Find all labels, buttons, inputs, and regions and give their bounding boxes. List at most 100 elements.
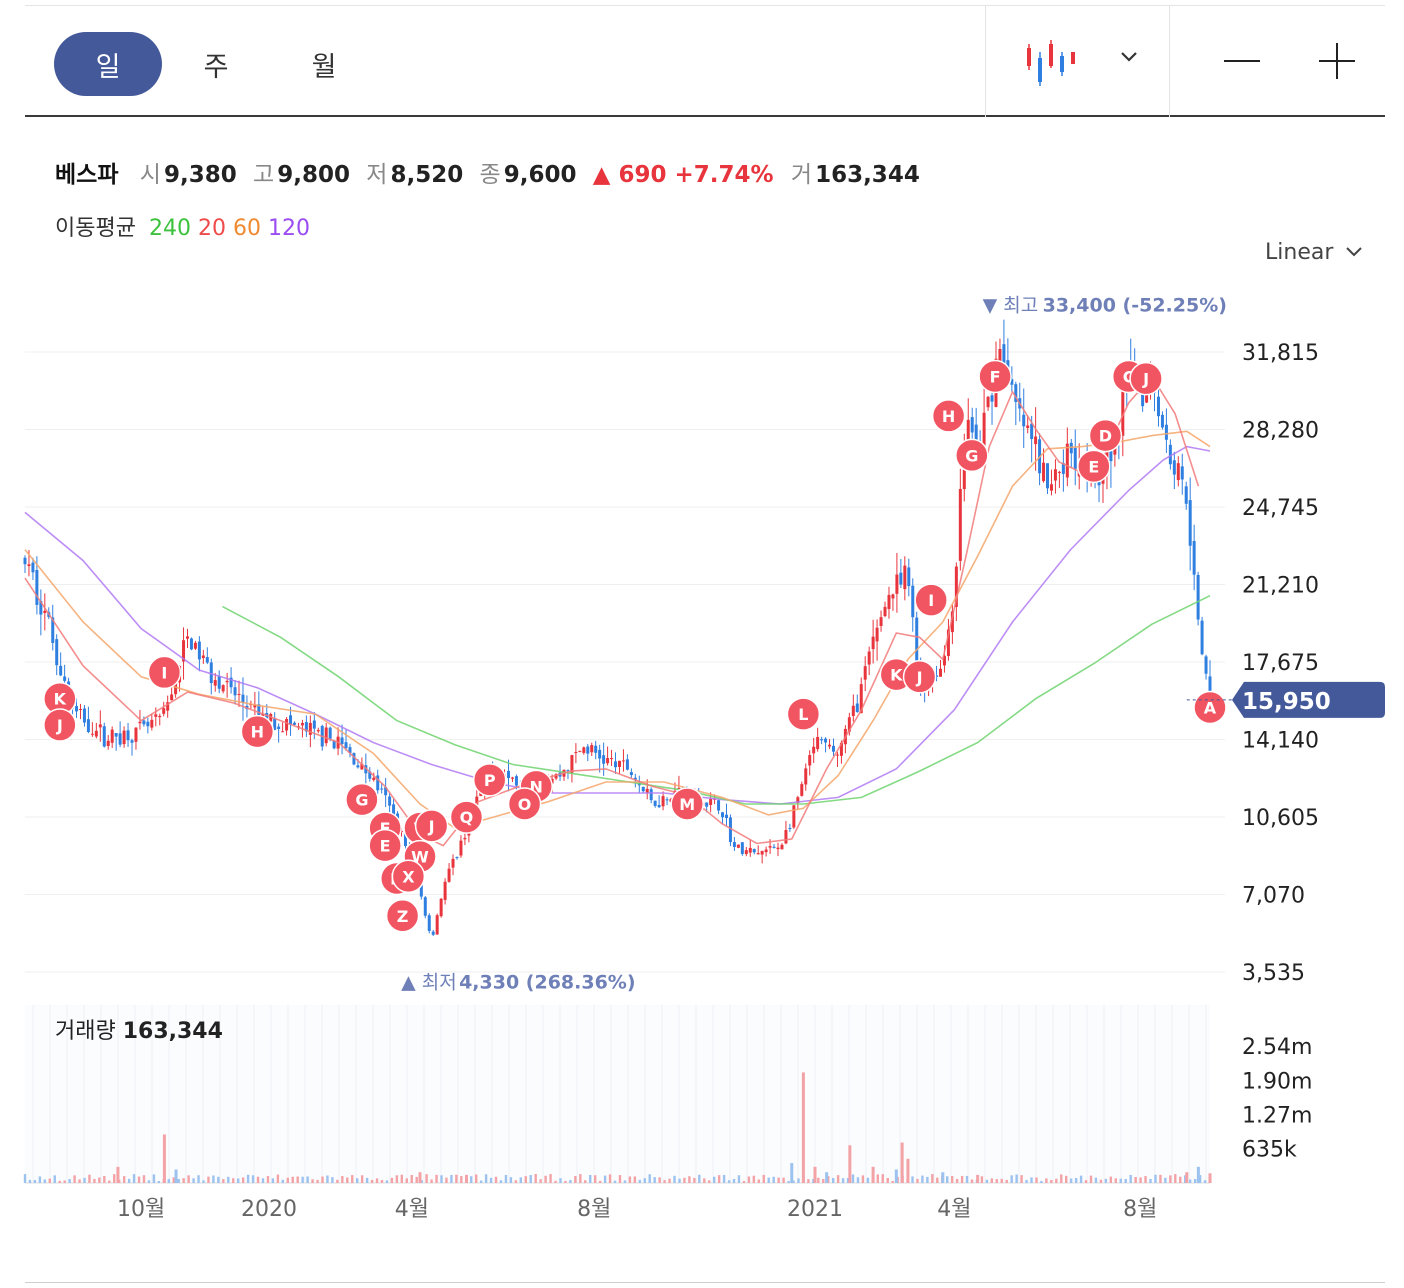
candle-body: [182, 640, 186, 662]
signal-marker-label: D: [1099, 427, 1112, 446]
ma-240-label[interactable]: 240: [148, 216, 191, 241]
volume-bar: [1119, 1178, 1122, 1183]
candle-body: [907, 567, 911, 587]
candle-body: [55, 639, 59, 666]
period-week-button[interactable]: 주: [162, 32, 270, 96]
volume-bar: [187, 1175, 190, 1183]
candle-body: [653, 800, 657, 806]
volume-bar: [418, 1172, 422, 1183]
x-tick-label: 8월: [577, 1197, 611, 1222]
period-day-button[interactable]: 일: [54, 32, 162, 96]
candle-body: [629, 772, 633, 776]
volume-bar: [827, 1176, 830, 1183]
volume-bar: [524, 1176, 527, 1183]
candle-body: [736, 844, 740, 848]
volume-bar: [370, 1179, 374, 1183]
candle-body: [859, 684, 863, 714]
volume-bar: [227, 1176, 230, 1183]
volume-bar: [415, 1176, 418, 1183]
volume-bar: [261, 1178, 265, 1183]
volume-bar: [737, 1175, 741, 1183]
candle-body: [661, 796, 665, 807]
volume-bar: [336, 1179, 339, 1183]
volume-bar: [237, 1178, 240, 1183]
candle-body: [891, 594, 895, 599]
candle-body: [835, 754, 839, 756]
volume-bar: [693, 1177, 696, 1183]
candle-body: [958, 489, 962, 561]
signal-marker-label: Q: [460, 808, 474, 827]
candle-body: [871, 636, 875, 650]
candle-body: [792, 805, 796, 828]
y-tick-label: 10,605: [1242, 806, 1319, 831]
candle-body: [1180, 466, 1184, 480]
candle-body: [23, 557, 27, 565]
candle-body: [372, 777, 376, 780]
volume-bar: [311, 1179, 314, 1183]
candle-body: [804, 768, 808, 785]
chart-type-chevron-down-icon[interactable]: [1115, 44, 1143, 70]
volume-bar: [762, 1174, 765, 1183]
candle-body: [610, 758, 614, 760]
y-tick-label: 21,210: [1242, 574, 1319, 599]
signal-marker: [507, 787, 542, 821]
period-month-button[interactable]: 월: [270, 32, 378, 96]
signal-marker-label: J: [1142, 370, 1149, 389]
candle-body: [1034, 436, 1038, 445]
volume-bar: [881, 1174, 884, 1183]
ma-20-label[interactable]: 20: [197, 216, 226, 241]
volume-bar: [331, 1177, 334, 1183]
volume-bar: [941, 1172, 945, 1183]
candle-body: [126, 730, 130, 741]
volume-bar: [479, 1180, 483, 1183]
ma-120-label[interactable]: 120: [267, 216, 310, 241]
volume-bar: [217, 1176, 220, 1183]
volume-bar: [38, 1176, 42, 1183]
candle-body: [110, 729, 114, 743]
zoom-out-icon[interactable]: [1220, 36, 1264, 86]
volume-bar: [316, 1179, 319, 1183]
volume-panel: [25, 1005, 1210, 1183]
candle-body: [974, 424, 978, 448]
volume-bar: [430, 1179, 433, 1183]
signal-marker: [391, 859, 426, 894]
candle-body: [1026, 425, 1030, 428]
candle-body: [812, 746, 816, 754]
candle-body: [744, 850, 748, 855]
volume-bar: [831, 1177, 835, 1183]
candlestick-type-icon[interactable]: [1025, 38, 1077, 86]
volume-bar: [113, 1174, 116, 1183]
candle-body: [574, 752, 578, 754]
volume-bar: [1174, 1174, 1177, 1183]
volume-bar: [296, 1176, 299, 1183]
candle-body: [820, 739, 824, 741]
volume-bar: [460, 1176, 463, 1183]
signal-marker: [670, 787, 704, 821]
volume-bar: [584, 1180, 587, 1183]
zoom-in-icon[interactable]: [1315, 36, 1359, 86]
volume-tick-label: 1.27m: [1242, 1103, 1312, 1128]
min-price-label: ▲ 최저: [401, 972, 457, 994]
candle-body: [665, 799, 669, 801]
volume-bar: [197, 1175, 200, 1183]
volume-bar: [43, 1179, 47, 1183]
signal-marker-label: J: [428, 817, 435, 836]
volume-bar: [822, 1179, 825, 1183]
candle-body: [427, 915, 431, 931]
volume-bar: [301, 1176, 304, 1183]
volume-bar: [147, 1180, 151, 1183]
volume-bar: [1188, 1179, 1192, 1183]
signal-marker: [902, 660, 937, 694]
candle-body: [332, 740, 336, 749]
candle-body: [86, 719, 90, 733]
candle-body: [1101, 478, 1105, 484]
candle-body: [998, 349, 1002, 363]
signal-marker-label: F: [990, 367, 1001, 386]
candle-body: [59, 665, 63, 676]
candle-body: [118, 733, 122, 745]
scale-mode-dropdown[interactable]: Linear: [1265, 240, 1364, 265]
volume-bar: [440, 1175, 443, 1183]
volume-bar: [1089, 1175, 1093, 1183]
ma-60-label[interactable]: 60: [232, 216, 261, 241]
